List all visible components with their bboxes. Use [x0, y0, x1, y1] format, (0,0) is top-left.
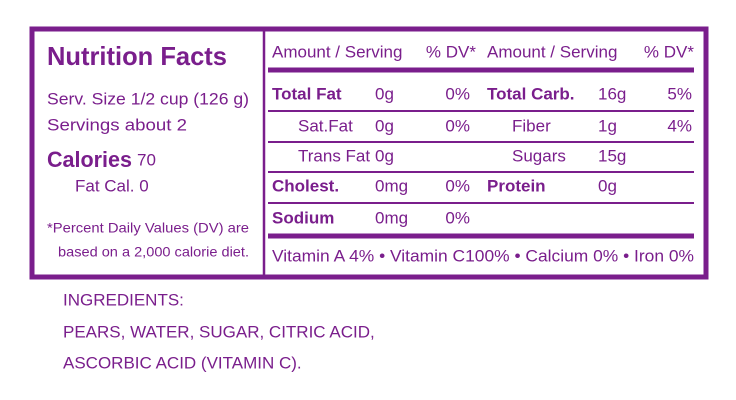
nutrient-name: Trans Fat: [298, 146, 370, 165]
nutrient-name: Total Fat: [272, 84, 342, 103]
footnote: based on a 2,000 calorie diet.: [58, 244, 249, 260]
nutrient-name: Fiber: [512, 116, 551, 135]
daily-value: 5%: [667, 84, 692, 103]
vitamins: Vitamin A 4% • Vitamin C100% • Calcium 0…: [272, 246, 694, 265]
ingredients-heading: INGREDIENTS:: [63, 290, 184, 309]
nutrient-name: Sugars: [512, 146, 566, 165]
daily-value: 0%: [445, 116, 470, 135]
calories-value: 70: [137, 150, 156, 169]
nutrient-amount: 0mg: [375, 176, 408, 195]
column-header: % DV*: [426, 42, 476, 61]
daily-value: 4%: [667, 116, 692, 135]
nutrient-amount: 0g: [375, 84, 394, 103]
nutrient-amount: 0g: [375, 116, 394, 135]
column-header: Amount / Serving: [272, 42, 402, 61]
fat-calories: Fat Cal. 0: [75, 176, 149, 195]
footnote: *Percent Daily Values (DV) are: [47, 220, 249, 236]
column-header: % DV*: [644, 42, 694, 61]
nutrient-amount: 0g: [375, 146, 394, 165]
daily-value: 0%: [445, 208, 470, 227]
calories-label: Calories: [47, 147, 132, 172]
nutrient-amount: 16g: [598, 84, 626, 103]
nutrient-name: Sodium: [272, 208, 334, 227]
serving-size: Serv. Size 1/2 cup (126 g): [47, 89, 249, 108]
daily-value: 0%: [445, 176, 470, 195]
nutrient-amount: 1g: [598, 116, 617, 135]
label-border: [29, 26, 709, 280]
nutrient-amount: 15g: [598, 146, 626, 165]
title: Nutrition Facts: [47, 41, 227, 71]
daily-value: 0%: [445, 84, 470, 103]
nutrient-amount: 0g: [598, 176, 617, 195]
nutrient-name: Cholest.: [272, 176, 339, 195]
nutrient-name: Total Carb.: [487, 84, 575, 103]
servings: Servings about 2: [47, 115, 187, 134]
nutrient-name: Protein: [487, 176, 546, 195]
nutrient-amount: 0mg: [375, 208, 408, 227]
ingredients-line: PEARS, WATER, SUGAR, CITRIC ACID,: [63, 322, 375, 341]
nutrient-name: Sat.Fat: [298, 116, 353, 135]
ingredients-line: ASCORBIC ACID (VITAMIN C).: [63, 353, 302, 372]
column-header: Amount / Serving: [487, 42, 617, 61]
